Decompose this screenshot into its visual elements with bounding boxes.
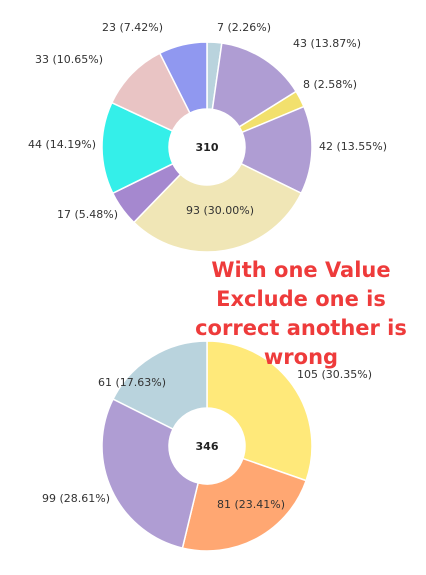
data-label: 8 (2.58%) [303, 78, 357, 91]
data-label: 17 (5.48%) [57, 208, 118, 221]
data-label: 93 (30.00%) [186, 204, 254, 217]
donut-chart-top: 310 7 (2.26%) 43 (13.87%) 8 (2.58%) 42 (13.5… [28, 21, 387, 253]
donut-slice[interactable] [181, 457, 308, 552]
data-label: 33 (10.65%) [35, 53, 103, 66]
donut-slice[interactable] [206, 340, 313, 482]
donut-slice[interactable] [132, 162, 303, 253]
donut-chart-bottom: 346 105 (30.35%) 81 (23.41%) 99 (28.61%) 61 … [42, 340, 372, 552]
donut-center-total: 346 [196, 440, 219, 453]
data-label: 23 (7.42%) [102, 21, 163, 34]
data-label: 99 (28.61%) [42, 492, 110, 505]
annotation-line: With one Value [211, 258, 391, 282]
data-label: 42 (13.55%) [319, 140, 387, 153]
data-label: 81 (23.41%) [217, 498, 285, 511]
data-label: 61 (17.63%) [98, 376, 166, 389]
annotation-line: Exclude one is [216, 287, 386, 311]
data-label: 44 (14.19%) [28, 138, 96, 151]
data-label: 43 (13.87%) [293, 37, 361, 50]
donut-center-total: 310 [196, 141, 219, 154]
donut-slice[interactable] [158, 41, 208, 115]
annotation-line: wrong [263, 345, 339, 369]
data-label: 105 (30.35%) [297, 368, 372, 381]
annotation-text: With one Value Exclude one is correct an… [190, 256, 412, 372]
data-label: 7 (2.26%) [217, 21, 271, 34]
annotation-line: correct another is [195, 316, 407, 340]
donut-slice[interactable] [101, 398, 200, 549]
donut-slice[interactable] [112, 340, 208, 431]
